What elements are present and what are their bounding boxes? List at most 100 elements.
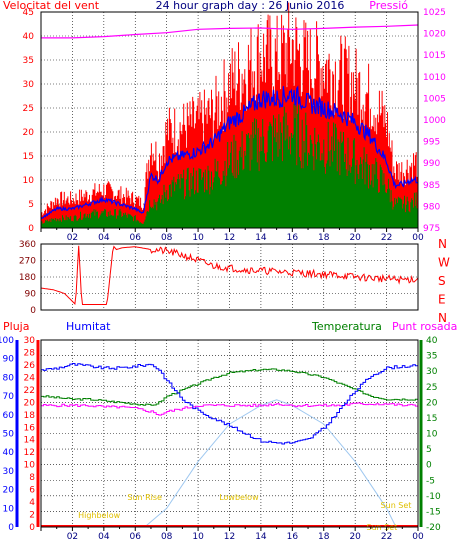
- temperature-tick-label: 30: [426, 367, 438, 377]
- panel1-xaxis-label: 16: [287, 233, 299, 243]
- direction-tick-label: 0: [30, 306, 36, 316]
- left-tick-label: 30: [23, 80, 35, 90]
- panel3-xaxis-label: 16: [287, 532, 299, 542]
- rain-tick-label: 0: [29, 523, 35, 533]
- sun-annotation: Highbelow: [78, 511, 121, 520]
- panel3-xaxis-label: 00: [412, 532, 424, 542]
- right-tick-label: 1010: [423, 73, 446, 83]
- rain-tick-label: 30: [24, 336, 36, 346]
- humidity-tick-label: 20: [3, 486, 15, 496]
- right-tick-label: 1015: [423, 51, 446, 61]
- right-tick-label: 975: [423, 224, 440, 234]
- panel1-xaxis-label: 06: [130, 233, 142, 243]
- panel1-xaxis-label: 22: [381, 233, 392, 243]
- panel3-xaxis-label: 22: [381, 532, 392, 542]
- humidity-tick-label: 0: [8, 523, 14, 533]
- left-tick-label: 0: [28, 224, 34, 234]
- humidity-tick-label: 30: [3, 467, 15, 477]
- left-tick-label: 5: [28, 200, 34, 210]
- right-tick-label: 995: [423, 138, 440, 148]
- rain-tick-label: 10: [24, 461, 36, 471]
- panel1-xaxis-label: 20: [349, 233, 361, 243]
- rain-axis-title: Pluja: [3, 320, 29, 333]
- temperature-tick-label: 10: [426, 430, 438, 440]
- average-wind-series: [40, 85, 419, 220]
- panel1-xaxis-label: 18: [318, 233, 330, 243]
- direction-tick-label: 270: [19, 257, 36, 267]
- direction-tick-label: 360: [19, 240, 36, 250]
- humidity-tick-label: 10: [3, 504, 15, 514]
- rain-tick-label: 22: [24, 386, 35, 396]
- rain-tick-label: 6: [29, 486, 35, 496]
- rain-tick-label: 4: [29, 498, 35, 508]
- temperature-tick-label: 0: [426, 461, 432, 471]
- compass-label: W: [438, 256, 450, 270]
- rain-tick-label: 26: [24, 361, 36, 371]
- right-tick-label: 1020: [423, 30, 446, 40]
- left-tick-label: 25: [23, 104, 34, 114]
- wind-direction-series: [40, 245, 419, 306]
- dewpoint-series: [41, 402, 419, 416]
- compass-label: N: [438, 237, 447, 251]
- temperature-axis-title: Temperatura: [311, 320, 382, 333]
- sun-annotation: Sun Rise: [127, 493, 162, 502]
- compass-label: E: [438, 293, 446, 307]
- humidity-tick-label: 80: [3, 373, 15, 383]
- panel3-xaxis-label: 02: [67, 532, 78, 542]
- temperature-tick-label: -20: [426, 523, 441, 533]
- panel2-frame: [40, 243, 419, 311]
- solar-series: [144, 399, 397, 528]
- rain-tick-label: 24: [24, 373, 36, 383]
- dewpoint-axis-title: Punt rosada: [392, 320, 457, 333]
- pressure-series: [41, 24, 419, 39]
- left-tick-label: 20: [23, 128, 35, 138]
- panel1-xaxis-label: 04: [98, 233, 110, 243]
- left-tick-label: 35: [23, 56, 34, 66]
- panel3-xaxis-label: 04: [98, 532, 110, 542]
- panel1-xaxis-label: 10: [192, 233, 204, 243]
- sun-annotation: Lowbelow: [219, 493, 259, 502]
- rain-tick-label: 18: [24, 411, 36, 421]
- humidity-tick-label: 60: [3, 411, 15, 421]
- right-tick-label: 1000: [423, 116, 446, 126]
- humidity-series: [41, 363, 419, 445]
- panel1-xaxis-label: 14: [255, 233, 267, 243]
- panel1-xaxis-label: 00: [412, 233, 424, 243]
- panel3-xaxis-label: 10: [192, 532, 204, 542]
- temperature-tick-label: 35: [426, 352, 437, 362]
- temperature-tick-label: 25: [426, 383, 437, 393]
- direction-tick-label: 90: [25, 290, 37, 300]
- temperature-tick-label: 40: [426, 336, 438, 346]
- compass-label: N: [438, 311, 447, 325]
- rain-tick-label: 12: [24, 448, 35, 458]
- left-tick-label: 40: [23, 32, 35, 42]
- panel1-xaxis-label: 08: [161, 233, 173, 243]
- temperature-series: [41, 368, 419, 406]
- humidity-axis-title: Humitat: [66, 320, 111, 333]
- temperature-tick-label: 5: [426, 445, 432, 455]
- humidity-tick-label: 40: [3, 448, 15, 458]
- rain-tick-label: 20: [24, 398, 36, 408]
- left-tick-label: 15: [23, 152, 34, 162]
- right-tick-label: 990: [423, 159, 440, 169]
- rain-tick-label: 14: [24, 436, 36, 446]
- panel3-xaxis-label: 20: [349, 532, 361, 542]
- panel3-xaxis-label: 12: [224, 532, 235, 542]
- left-tick-label: 45: [23, 8, 34, 18]
- right-tick-label: 980: [423, 202, 440, 212]
- humidity-tick-label: 70: [3, 392, 15, 402]
- panel3-xaxis-label: 06: [130, 532, 142, 542]
- panel3-xaxis-label: 08: [161, 532, 173, 542]
- right-tick-label: 1025: [423, 8, 446, 18]
- panel3-xaxis-label: 14: [255, 532, 267, 542]
- right-tick-label: 985: [423, 181, 440, 191]
- panel3-xaxis-label: 18: [318, 532, 330, 542]
- rain-tick-label: 28: [24, 348, 36, 358]
- right-tick-label: 1005: [423, 94, 446, 104]
- rain-tick-label: 8: [29, 473, 35, 483]
- compass-label: S: [438, 274, 446, 288]
- rain-tick-label: 16: [24, 423, 36, 433]
- sun-annotation: Sun Set: [381, 501, 412, 510]
